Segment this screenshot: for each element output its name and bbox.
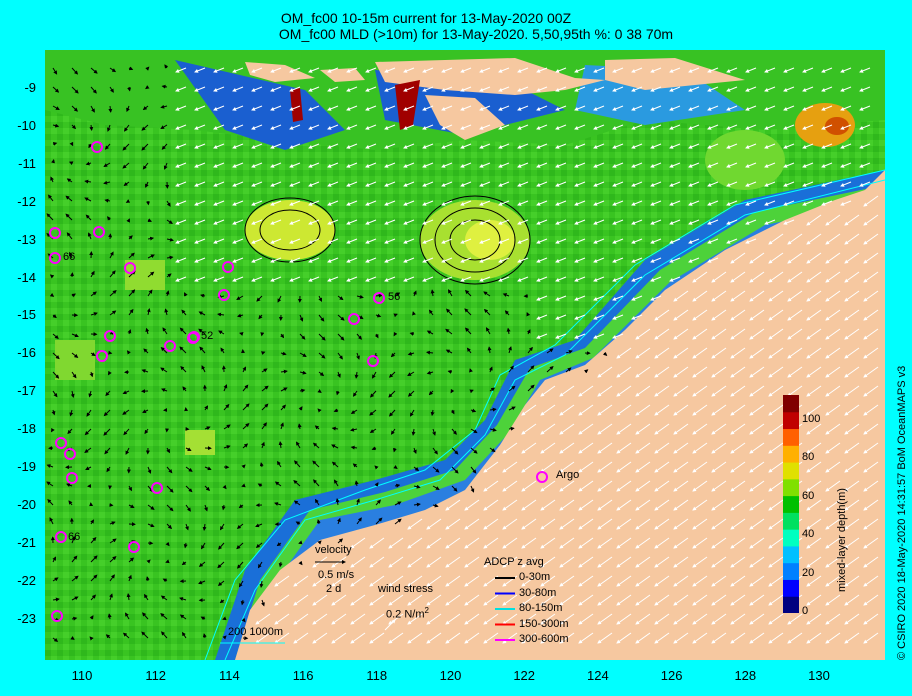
latitude-label: -15 [17,307,36,323]
colorbar-tick-label: 40 [802,528,815,540]
colorbar-segment [783,545,799,564]
latitude-label: -23 [17,610,36,626]
float-id-3: 52 [201,330,214,342]
adcp-legend-label: 150-300m [519,617,569,630]
colorbar-title: mixed-layer depth(m) [836,488,848,592]
argo-float-marker [55,437,67,449]
argo-float-marker [124,262,136,274]
colorbar-segment [783,562,799,580]
argo-label: Argo [556,469,580,481]
argo-float-marker [536,471,548,483]
longitude-label: 124 [587,668,609,683]
colorbar [783,395,799,613]
latitude-label: -11 [18,155,36,171]
latitude-label: -17 [17,383,36,399]
colorbar-segment [783,529,799,547]
colorbar-segment [783,596,799,613]
longitude-label: 114 [219,668,240,683]
colorbar-segment [783,512,799,530]
latitude-label: -13 [17,231,36,247]
adcp-legend-label: 0-30m [519,571,551,583]
latitude-label: -10 [17,117,36,133]
wind-stress-legend-title: wind stress [378,583,434,595]
longitude-label: 130 [808,668,830,683]
colorbar-tick-label: 80 [802,451,815,463]
colorbar-tick-label: 0 [802,605,809,617]
argo-float-marker [55,531,67,543]
legend-graphics [220,560,515,644]
island-north-1 [375,58,605,95]
longitude-label: 126 [660,668,683,683]
argo-float-marker [348,313,360,325]
longitude-label: 122 [513,668,536,683]
argo-float-marker [51,610,63,622]
latitude-label: -21 [17,534,36,550]
latitude-label: -18 [17,421,36,437]
colorbar-tick-label: 100 [802,412,821,425]
float-id-2: 56 [388,291,401,303]
current-arrows [46,64,608,643]
longitude-label: 120 [439,668,462,683]
argo-float-marker [367,355,379,367]
adcp-legend-label: 30-80m [519,586,557,599]
wind-stress-arrows [175,67,879,644]
longitude-label: 118 [366,668,388,683]
argo-float-marker [91,141,103,153]
colorbar-segment [783,462,799,480]
latitude-label: -12 [17,193,36,209]
latitude-label: -14 [17,269,36,285]
argo-float-marker [49,252,61,264]
latitude-label: -22 [17,572,36,588]
float-id-1: 66 [63,251,76,263]
argo-float-marker [64,448,76,460]
map-title: OM_fc00 10-15m current for 13-May-2020 0… [280,10,572,26]
isobath-legend: 200 1000m [228,626,284,638]
argo-float-marker [49,227,61,239]
colorbar-segment [783,428,799,446]
argo-float-marker [96,350,108,362]
argo-float-marker [151,482,163,494]
island-north-4 [245,62,315,82]
colorbar-segment [783,411,799,430]
argo-float-marker [128,541,140,553]
longitude-label: 128 [734,668,757,683]
colorbar-tick-label: 60 [802,489,815,502]
latitude-label: -20 [17,496,36,512]
argo-float-marker [66,472,78,484]
longitude-label: 112 [145,668,167,683]
colorbar-segment [783,579,799,597]
argo-float-marker [187,332,199,344]
island-north-2 [605,58,745,90]
ocean-map [45,50,885,660]
longitude-label: 110 [71,668,93,683]
island-north-3 [425,95,505,140]
latitude-label: -19 [17,459,36,474]
argo-floats [49,141,548,622]
adcp-legend-title: ADCP z avg [484,556,544,568]
argo-float-marker [104,330,116,342]
argo-float-marker [218,289,230,301]
adcp-legend-label: 80-150m [519,602,563,614]
latitude-label: -16 [17,345,36,361]
map-subtitle: OM_fc00 MLD (>10m) for 13-May-2020. 5,50… [278,26,674,42]
argo-float-marker [373,292,385,304]
velocity-legend-speed: 0.5 m/s [318,569,355,581]
colorbar-segment [783,395,799,413]
adcp-legend-label: 300-600m [519,633,569,645]
wind-stress-legend-value: 0.2 N/m2 [386,606,429,621]
argo-float-marker [93,226,105,238]
velocity-legend-duration: 2 d [326,583,342,595]
colorbar-segment [783,478,799,497]
latitude-label: -9 [24,80,36,95]
colorbar-tick-label: 20 [802,566,815,579]
credit-text: © CSIRO 2020 18-May-2020 14:31:57 BoM Oc… [896,365,908,660]
float-id-4: 66 [68,531,81,543]
longitude-label: 116 [292,668,314,683]
colorbar-segment [783,445,799,463]
argo-float-marker [222,261,234,273]
velocity-legend-title: velocity [315,544,352,556]
argo-float-marker [164,340,176,352]
colorbar-segment [783,495,799,513]
